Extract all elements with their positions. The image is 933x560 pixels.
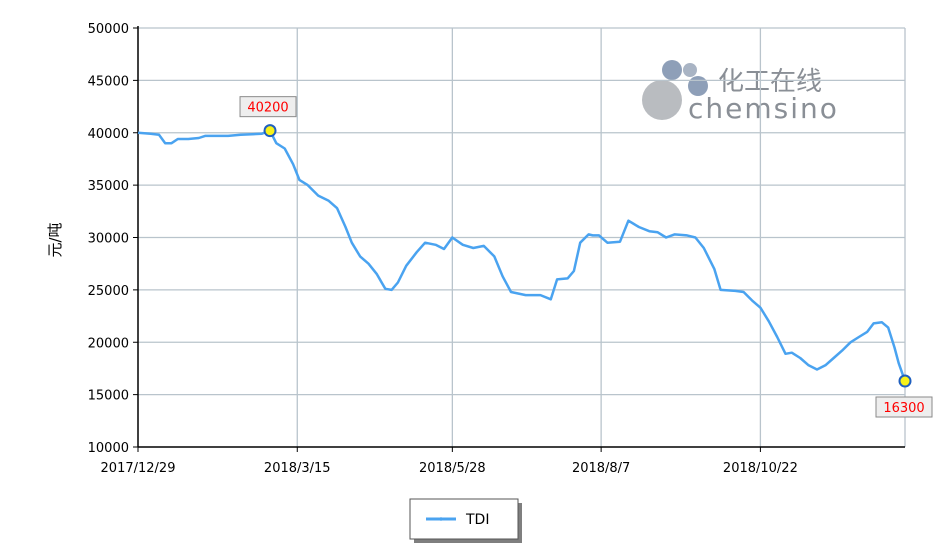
watermark-en: chemsino <box>688 92 839 125</box>
y-axis-label: 元/吨 <box>46 222 64 257</box>
x-tick-label: 2017/12/29 <box>101 461 176 476</box>
x-tick-label: 2018/5/28 <box>419 461 486 476</box>
callout-label: 40200 <box>247 101 288 116</box>
y-tick-label: 10000 <box>88 441 129 456</box>
callout-label: 16300 <box>883 401 924 416</box>
callout-box <box>239 96 297 118</box>
y-tick-label: 50000 <box>88 22 129 37</box>
y-tick-label: 15000 <box>88 389 129 404</box>
y-tick-label: 45000 <box>88 74 129 89</box>
y-axis-ticks: 50000 45000 40000 35000 30000 25000 20000 15000… <box>88 22 138 456</box>
legend[interactable]: TDI <box>409 498 522 543</box>
x-tick-label: 2018/8/7 <box>572 461 630 476</box>
y-tick-label: 25000 <box>88 284 129 299</box>
watermark-logo: 化工在线 chemsino <box>642 60 839 125</box>
y-tick-label: 40000 <box>88 127 129 142</box>
x-axis-ticks: 2017/12/29 2018/3/15 2018/5/28 2018/8/7 2018… <box>101 447 798 476</box>
series-layer <box>137 129 907 382</box>
y-tick-label: 30000 <box>88 232 129 247</box>
axes <box>137 26 905 448</box>
series-line-tdi[interactable] <box>137 129 907 382</box>
legend-label: TDI <box>465 512 489 528</box>
y-tick-label: 35000 <box>88 179 129 194</box>
point-marker[interactable] <box>898 374 912 388</box>
annotation-layer: 40200 16300 <box>239 96 933 418</box>
x-tick-label: 2018/10/22 <box>723 461 798 476</box>
callout-box <box>875 396 933 418</box>
x-tick-label: 2018/3/15 <box>264 461 331 476</box>
watermark-cn: 化工在线 <box>718 67 822 97</box>
y-tick-label: 20000 <box>88 336 129 351</box>
point-marker[interactable] <box>263 124 277 138</box>
